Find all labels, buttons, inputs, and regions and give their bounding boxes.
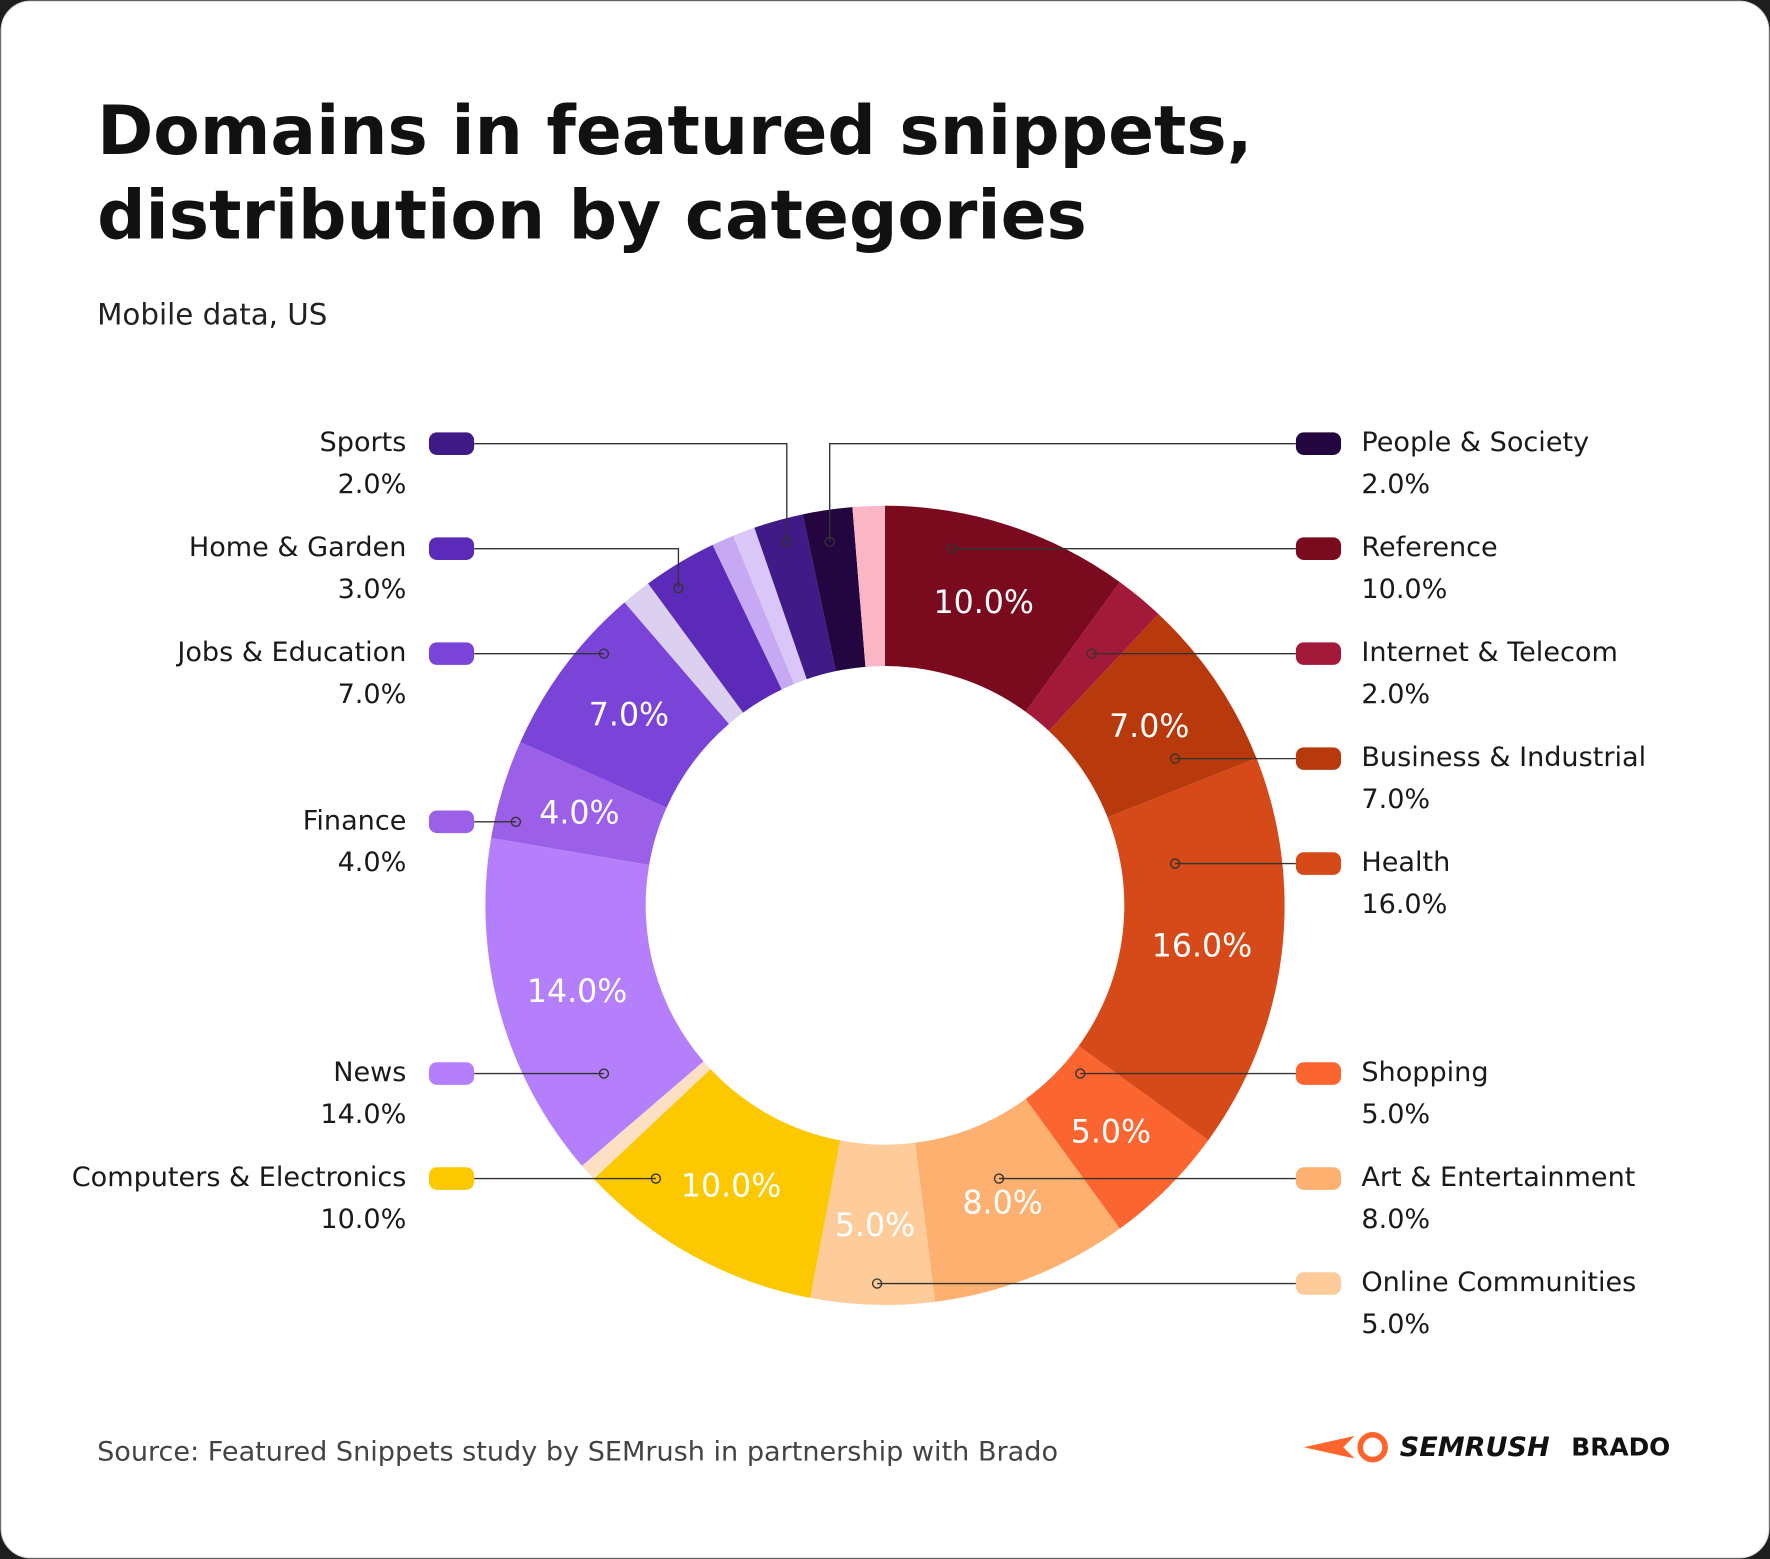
legend-label: Internet & Telecom [1361,637,1617,668]
legend-value: 5.0% [1361,1099,1430,1130]
legend-value: 10.0% [1361,574,1447,605]
legend-swatch [1295,1062,1342,1085]
legend-label: News [333,1057,406,1088]
leader-line [474,442,788,542]
legend-swatch [428,537,475,560]
legend-label: Computers & Electronics [72,1162,407,1193]
legend-value: 8.0% [1361,1204,1430,1235]
legend-value: 2.0% [1361,679,1430,710]
chart-subtitle: Mobile data, US [97,298,327,332]
legend-swatch [428,642,475,665]
slice [1048,614,1257,818]
legend-value: 7.0% [1361,784,1430,815]
slice [754,514,836,680]
legend-label: Health [1361,847,1450,878]
legend-swatch [428,1167,475,1190]
slice [712,535,795,690]
slice [581,1061,711,1179]
slice-label: 10.0% [934,585,1034,621]
legend-swatch [1295,852,1342,875]
slice-label: 5.0% [835,1208,915,1244]
slice-label: 16.0% [1152,929,1252,965]
leader-dot [1169,753,1181,764]
legend-value: 2.0% [1361,469,1430,500]
legend-swatch [1295,1272,1342,1295]
legend-label: Finance [303,805,407,836]
legend-label: People & Society [1361,427,1589,458]
legend-label: Shopping [1361,1057,1488,1088]
leader-dot [1086,648,1097,659]
slice [1025,582,1159,731]
legend-value: 4.0% [338,847,407,878]
slice-label: 7.0% [1109,709,1189,745]
slice [810,1140,936,1305]
legend-swatch [1295,1167,1342,1190]
source-note: Source: Featured Snippets study by SEMru… [97,1436,1058,1467]
slice [624,583,744,724]
semrush-icon [1303,1431,1388,1463]
legend-label: Home & Garden [189,532,407,563]
leader-dot [946,543,957,554]
legend-value: 7.0% [338,679,407,710]
slice-label: 7.0% [589,698,669,734]
legend-swatch [1295,537,1342,560]
leader-dot [993,1173,1005,1184]
legend-label: Reference [1361,532,1497,563]
chart-title: distribution by categories [97,176,1087,255]
logo: SEMRUSH [1400,1432,1550,1463]
legend-label: Jobs & Education [175,637,406,668]
slice-label: 4.0% [539,796,619,832]
legend-value: 2.0% [338,469,407,500]
logo: BRADO [1571,1432,1670,1461]
leader-line [474,547,680,589]
slice-label: 10.0% [681,1169,781,1205]
leader-dot [598,1068,610,1079]
leader-dot [781,536,792,548]
legend-label: Art & Entertainment [1361,1162,1635,1193]
leader-dot [1075,1068,1086,1079]
legend-label: Business & Industrial [1361,742,1646,773]
legend-label: Online Communities [1361,1267,1636,1298]
slice [914,1098,1120,1302]
legend-value: 5.0% [1361,1309,1430,1340]
legend-swatch [1295,432,1342,455]
legend-value: 3.0% [338,574,407,605]
legend-swatch [428,1062,475,1085]
slice [733,527,807,684]
leader-dot [598,648,610,659]
leader-dot [824,536,835,548]
slice-label: 14.0% [527,974,627,1010]
slice [520,602,730,808]
leader-dot [510,816,522,828]
legend-swatch [428,432,475,455]
slice [593,1069,841,1298]
slice-label: 5.0% [1071,1115,1151,1151]
legend-swatch [428,810,475,834]
legend-swatch [1295,747,1342,770]
slice [802,507,866,672]
slice [648,544,782,713]
slice [485,837,704,1166]
slice-label: 8.0% [962,1186,1042,1222]
leader-line [829,442,1296,542]
slice [1025,1046,1209,1229]
slice [1078,758,1285,1141]
leader-dot [650,1173,662,1184]
legend-swatch [1295,642,1342,665]
slice [885,505,1120,712]
leader-dot [673,582,684,594]
chart-title: Domains in featured snippets, [97,91,1252,170]
legend-value: 14.0% [320,1099,406,1130]
slice [491,742,667,865]
donut: 10.0% 7.0% 16.0% 5.0% 8.0% 5.0% 10.0% 14.0% 4.0%… [72,427,1646,1340]
slice [852,505,885,667]
leader-dot [871,1278,883,1289]
leader-dot [1169,858,1181,869]
legend-value: 10.0% [320,1204,406,1235]
legend-value: 16.0% [1361,889,1447,920]
legend-label: Sports [320,427,407,458]
